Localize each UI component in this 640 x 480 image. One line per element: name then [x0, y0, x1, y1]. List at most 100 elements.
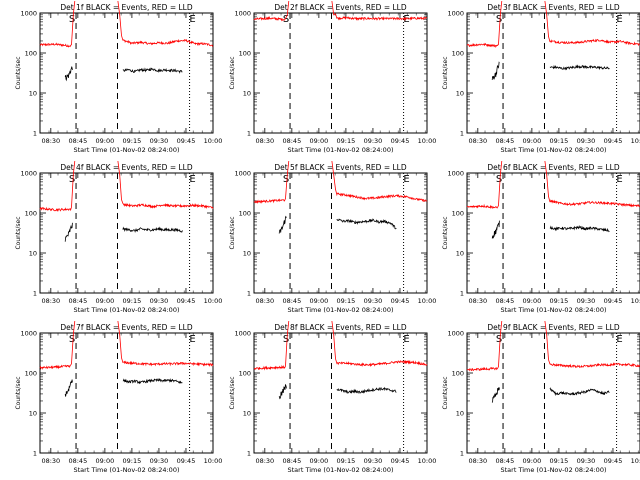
x-tick-label: 10:00: [631, 137, 640, 145]
x-tick-label: 09:30: [150, 297, 169, 305]
lld-series-line-post: [331, 320, 428, 368]
y-tick-label: 1: [33, 130, 37, 138]
x-tick-label: 09:15: [337, 297, 356, 305]
y-axis-label: Counts/sec: [229, 216, 236, 249]
y-axis-label: Counts/sec: [229, 56, 236, 89]
x-tick-label: 08:45: [495, 457, 514, 465]
start-marker: S: [496, 334, 502, 345]
events-series-line-post: [336, 386, 397, 394]
x-tick-label: 09:15: [550, 137, 569, 145]
panel-title: Det 4f BLACK = Events, RED = LLD: [60, 163, 193, 172]
end-marker: E: [189, 14, 195, 25]
events-series-line-pre: [278, 383, 287, 400]
x-axis-label: Start Time (01-Nov-02 08:24:00): [501, 306, 607, 314]
panel-title: Det 3f BLACK = Events, RED = LLD: [487, 3, 620, 12]
plot-frame: [253, 12, 428, 134]
y-tick-label: 10: [243, 90, 251, 98]
x-tick-label: 10:00: [418, 457, 437, 465]
y-tick-label: 1: [460, 130, 464, 138]
x-tick-label: 08:30: [41, 457, 60, 465]
x-tick-label: 09:30: [577, 457, 596, 465]
plot-frame: [39, 332, 214, 454]
x-tick-label: 10:00: [204, 137, 223, 145]
events-series-line-pre: [64, 222, 73, 242]
start-marker: S: [283, 174, 289, 185]
end-marker: E: [189, 174, 195, 185]
y-tick-label: 100: [452, 210, 464, 218]
x-tick-label: 10:00: [418, 297, 437, 305]
x-tick-label: 09:45: [391, 137, 410, 145]
x-tick-label: 08:45: [68, 457, 87, 465]
lld-series-line-post: [331, 0, 428, 22]
panel-title: Det 5f BLACK = Events, RED = LLD: [274, 163, 407, 172]
x-axis-label: Start Time (01-Nov-02 08:24:00): [501, 466, 607, 474]
start-marker: S: [283, 14, 289, 25]
y-axis-label: Counts/sec: [15, 376, 22, 409]
start-marker: S: [69, 174, 75, 185]
lld-series-line-pre: [39, 0, 76, 48]
x-tick-label: 09:45: [604, 457, 623, 465]
lld-series-line-pre: [253, 0, 290, 22]
x-tick-label: 09:15: [550, 457, 569, 465]
events-series-line-pre: [64, 379, 73, 397]
x-tick-label: 09:30: [364, 137, 383, 145]
x-axis-label: Start Time (01-Nov-02 08:24:00): [501, 146, 607, 154]
x-tick-label: 09:30: [150, 137, 169, 145]
y-axis-label: Counts/sec: [229, 376, 236, 409]
x-tick-label: 09:15: [123, 137, 142, 145]
end-marker: E: [616, 334, 622, 345]
end-marker: E: [403, 334, 409, 345]
x-tick-label: 08:30: [468, 457, 487, 465]
lld-series-line-pre: [466, 320, 503, 372]
x-tick-label: 08:45: [68, 297, 87, 305]
y-tick-label: 100: [25, 370, 37, 378]
end-marker: E: [189, 334, 195, 345]
lld-series-line-post: [544, 320, 640, 369]
plot-frame: [39, 12, 214, 134]
lld-series-line-pre: [466, 160, 503, 210]
x-axis-label: Start Time (01-Nov-02 08:24:00): [288, 146, 394, 154]
y-tick-label: 10: [29, 250, 37, 258]
x-tick-label: 10:00: [631, 297, 640, 305]
x-tick-label: 08:45: [282, 137, 301, 145]
end-marker: E: [616, 14, 622, 25]
events-series-line-post: [549, 224, 610, 233]
x-tick-label: 09:15: [123, 457, 142, 465]
y-tick-label: 10: [29, 90, 37, 98]
x-tick-label: 09:00: [96, 457, 115, 465]
start-marker: S: [69, 334, 75, 345]
y-tick-label: 1000: [234, 10, 251, 18]
x-tick-label: 08:45: [282, 457, 301, 465]
events-series-line-post: [336, 218, 397, 230]
x-axis-label: Start Time (01-Nov-02 08:24:00): [288, 306, 394, 314]
start-marker: S: [496, 14, 502, 25]
y-tick-label: 100: [239, 50, 251, 58]
y-tick-label: 10: [243, 410, 251, 418]
y-tick-label: 1000: [234, 170, 251, 178]
y-tick-label: 10: [29, 410, 37, 418]
y-tick-label: 100: [452, 370, 464, 378]
lld-series-line-post: [331, 160, 428, 202]
events-series-line-pre: [64, 66, 73, 82]
y-tick-label: 1: [33, 450, 37, 458]
panel-title: Det 6f BLACK = Events, RED = LLD: [487, 163, 620, 172]
x-axis-label: Start Time (01-Nov-02 08:24:00): [74, 146, 180, 154]
x-tick-label: 09:30: [577, 297, 596, 305]
lld-series-line-pre: [253, 320, 290, 371]
x-tick-label: 08:45: [495, 297, 514, 305]
y-axis-label: Counts/sec: [15, 216, 22, 249]
y-tick-label: 10: [456, 90, 464, 98]
x-tick-label: 10:00: [204, 297, 223, 305]
y-tick-label: 1000: [447, 170, 464, 178]
panel-title: Det 1f BLACK = Events, RED = LLD: [60, 3, 193, 12]
plot-frame: [39, 172, 214, 294]
x-tick-label: 09:30: [364, 457, 383, 465]
y-axis-label: Counts/sec: [15, 56, 22, 89]
y-tick-label: 1: [460, 450, 464, 458]
y-tick-label: 1000: [20, 330, 37, 338]
x-axis-label: Start Time (01-Nov-02 08:24:00): [288, 466, 394, 474]
x-tick-label: 09:00: [96, 137, 115, 145]
panel-title: Det 8f BLACK = Events, RED = LLD: [274, 323, 407, 332]
